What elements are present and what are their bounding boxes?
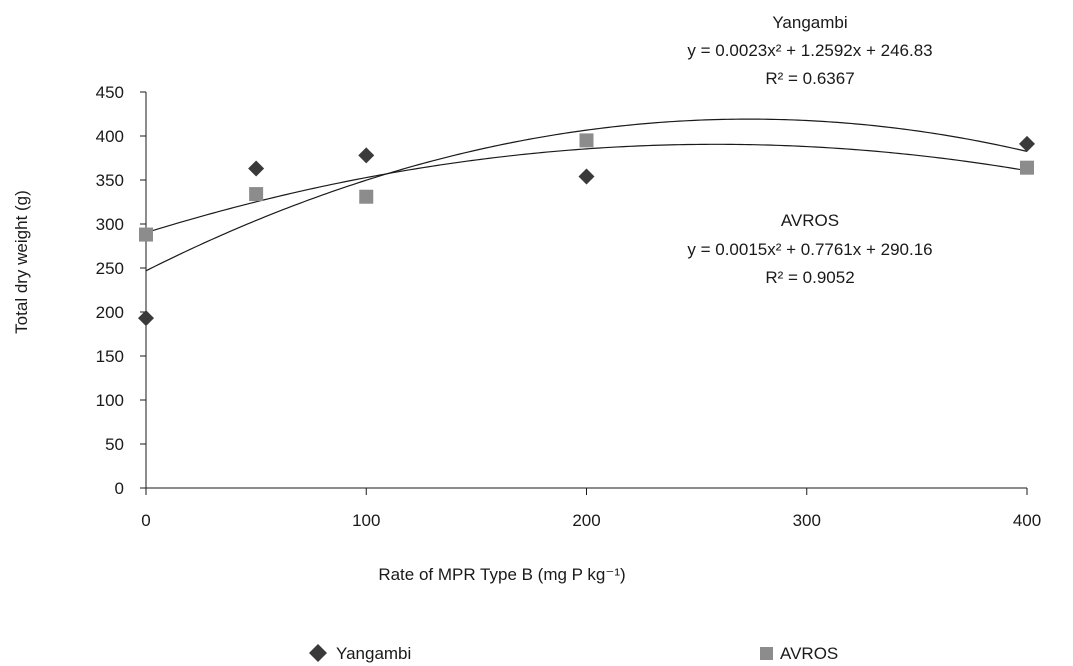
avros-trend-label: AVROS: [781, 211, 839, 230]
yangambi-trendline: [145, 118, 1028, 272]
yangambi-point: [578, 168, 595, 185]
yangambi-point: [1019, 135, 1035, 152]
x-axis-title: Rate of MPR Type B (mg P kg⁻¹): [378, 565, 625, 584]
y-tick-label: 50: [105, 435, 124, 454]
y-tick-label: 400: [96, 127, 124, 146]
legend-item-avros: AVROS: [760, 644, 838, 663]
x-axis: 0 100 200 300 400: [141, 487, 1041, 530]
legend-diamond-icon: [309, 644, 327, 662]
y-tick-label: 150: [96, 347, 124, 366]
x-tick-label: 300: [793, 511, 821, 530]
y-tick-label: 0: [115, 479, 124, 498]
avros-point: [359, 189, 374, 204]
avros-point: [139, 227, 153, 242]
yangambi-trend-label: Yangambi: [772, 13, 847, 32]
yangambi-point: [248, 160, 265, 177]
y-tick-label: 450: [96, 83, 124, 102]
legend-item-yangambi: Yangambi: [309, 644, 411, 663]
x-tick-label: 400: [1013, 511, 1041, 530]
y-tick-label: 100: [96, 391, 124, 410]
yangambi-equation-block: Yangambi y = 0.0023x² + 1.2592x + 246.83…: [687, 13, 932, 88]
avros-point: [1020, 160, 1034, 175]
legend: Yangambi AVROS: [309, 644, 838, 663]
avros-equation-block: AVROS y = 0.0015x² + 0.7761x + 290.16 R²…: [687, 211, 932, 287]
avros-trendline: [145, 143, 1028, 234]
x-tick-label: 200: [572, 511, 600, 530]
data-markers: [138, 133, 1035, 327]
yangambi-point: [358, 147, 375, 164]
trendlines: [145, 118, 1028, 272]
y-tick-label: 200: [96, 303, 124, 322]
avros-point: [249, 187, 264, 202]
x-tick-label: 0: [141, 511, 150, 530]
y-axis-title: Total dry weight (g): [12, 190, 31, 334]
y-axis: 0 50 100 150 200 250 300 350 400 450: [96, 83, 147, 498]
legend-label-avros: AVROS: [780, 644, 838, 663]
y-tick-label: 300: [96, 215, 124, 234]
y-tick-label: 350: [96, 171, 124, 190]
legend-label-yangambi: Yangambi: [336, 644, 411, 663]
legend-square-icon: [760, 647, 773, 660]
avros-trend-equation: y = 0.0015x² + 0.7761x + 290.16: [687, 240, 932, 259]
avros-trend-r2: R² = 0.9052: [765, 268, 854, 287]
x-tick-label: 100: [352, 511, 380, 530]
avros-point: [579, 133, 594, 148]
yangambi-trend-equation: y = 0.0023x² + 1.2592x + 246.83: [687, 41, 932, 60]
yangambi-trend-r2: R² = 0.6367: [765, 69, 854, 88]
y-tick-label: 250: [96, 259, 124, 278]
yangambi-point: [138, 310, 154, 327]
